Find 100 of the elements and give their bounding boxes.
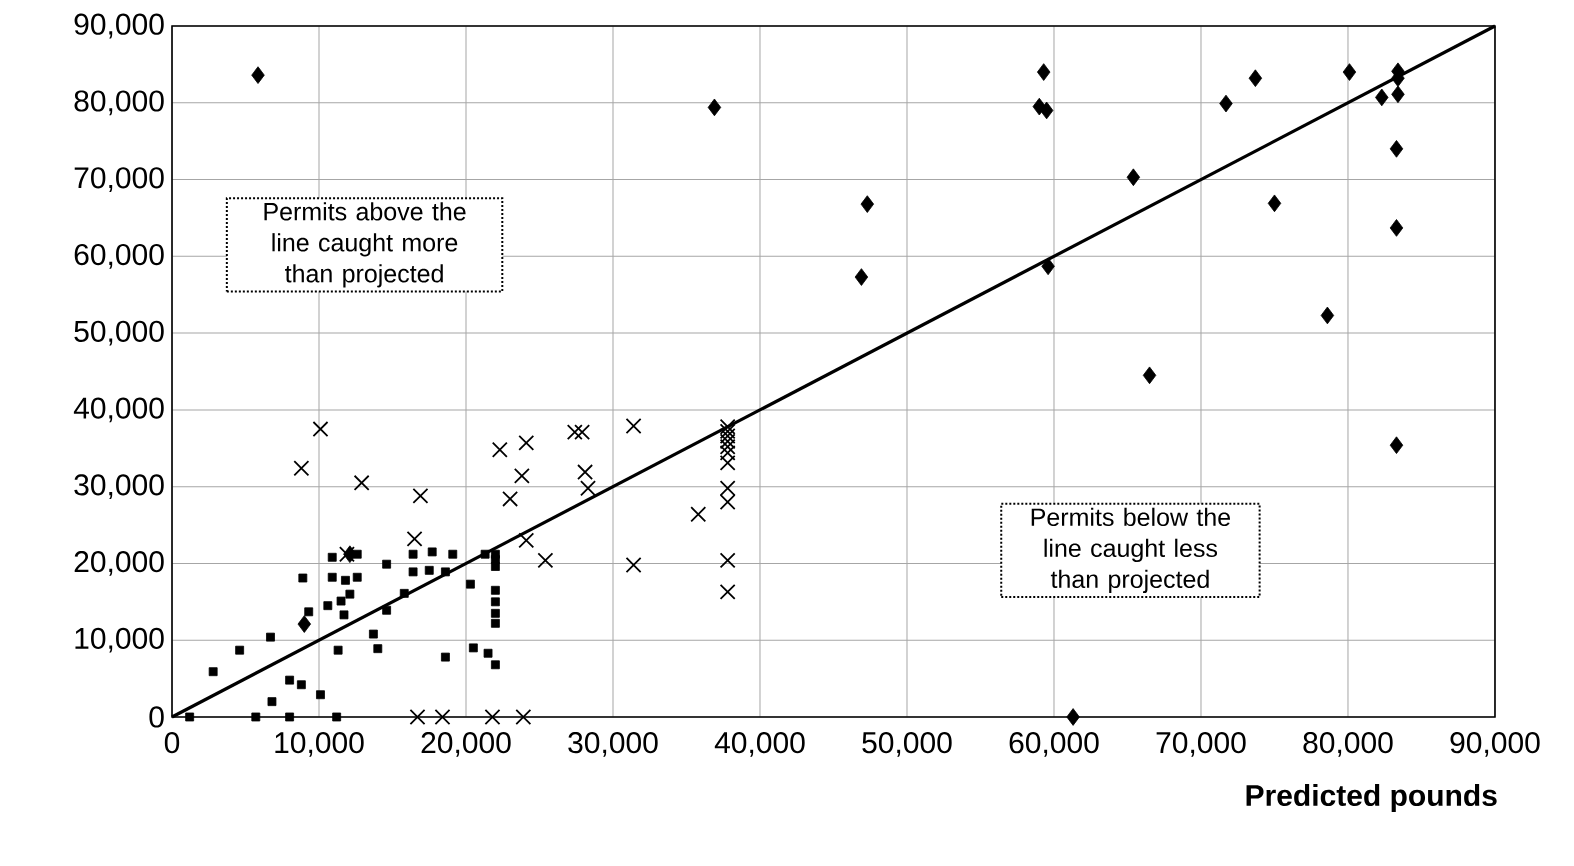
point xyxy=(424,565,434,575)
point xyxy=(719,433,736,450)
point xyxy=(427,547,437,557)
point xyxy=(316,690,325,700)
point xyxy=(382,605,392,615)
point xyxy=(434,709,451,725)
point xyxy=(483,648,493,658)
point xyxy=(1126,168,1141,187)
point xyxy=(293,460,310,477)
point xyxy=(1391,85,1405,104)
point xyxy=(491,660,500,670)
point xyxy=(719,494,736,510)
point xyxy=(408,549,418,559)
point xyxy=(399,588,409,598)
point xyxy=(537,552,554,569)
point xyxy=(406,530,423,547)
x-tick-label: 20,000 xyxy=(421,732,511,757)
point xyxy=(338,546,355,563)
point xyxy=(297,615,311,633)
point xyxy=(408,567,418,577)
point xyxy=(491,562,500,571)
point xyxy=(574,424,591,441)
point xyxy=(208,667,218,677)
point xyxy=(625,557,642,573)
point xyxy=(441,652,450,662)
point xyxy=(298,573,308,583)
x-tick-label: 50,000 xyxy=(862,732,952,757)
y-tick-label: 40,000 xyxy=(73,397,164,423)
point xyxy=(251,712,261,722)
y-tick-label: 20,000 xyxy=(74,551,164,576)
point xyxy=(719,438,736,455)
point xyxy=(625,418,642,434)
point xyxy=(304,607,314,617)
point xyxy=(368,629,378,639)
point xyxy=(719,583,736,600)
point xyxy=(339,610,349,620)
point xyxy=(1375,88,1389,107)
point xyxy=(327,572,337,582)
point xyxy=(502,490,519,507)
point xyxy=(336,596,346,606)
point xyxy=(1248,69,1263,88)
point xyxy=(312,421,329,438)
point xyxy=(491,585,500,595)
x-tick-label: 90,000 xyxy=(1450,732,1540,757)
point xyxy=(466,579,475,589)
point xyxy=(266,632,275,642)
point xyxy=(1267,194,1282,213)
point xyxy=(323,601,333,611)
point xyxy=(854,268,869,286)
point xyxy=(860,195,875,213)
point xyxy=(480,549,490,559)
point xyxy=(1066,708,1080,726)
point xyxy=(484,709,501,725)
point xyxy=(580,480,596,497)
point xyxy=(707,98,722,117)
point xyxy=(719,480,736,497)
point xyxy=(518,532,535,549)
annotation: Permits above the line caught more than projected xyxy=(264,202,466,288)
point xyxy=(1142,366,1157,385)
point xyxy=(332,712,342,722)
x-tick-label: 10,000 xyxy=(275,732,364,757)
point xyxy=(515,709,532,725)
point xyxy=(235,645,245,655)
x-tick-label: 30,000 xyxy=(568,732,658,757)
y-tick-label: 50,000 xyxy=(74,320,164,346)
point xyxy=(296,680,306,690)
point xyxy=(491,608,500,618)
point xyxy=(341,575,350,585)
point xyxy=(267,697,277,707)
y-tick-label: 80,000 xyxy=(74,90,164,116)
point xyxy=(566,424,583,441)
point xyxy=(577,464,594,481)
point xyxy=(719,444,736,461)
point xyxy=(719,423,736,440)
point xyxy=(185,712,195,722)
point xyxy=(352,572,362,582)
point xyxy=(1219,94,1233,113)
point xyxy=(719,418,736,435)
point xyxy=(1389,219,1404,237)
point xyxy=(1039,101,1054,120)
point xyxy=(468,643,478,653)
point xyxy=(409,709,426,725)
point xyxy=(1389,140,1404,158)
y-tick-label: 30,000 xyxy=(74,474,164,500)
y-tick-label: 70,000 xyxy=(74,167,164,192)
point xyxy=(719,552,736,569)
annotation: Permits below the line caught less than projected xyxy=(1031,507,1231,594)
y-tick-label: 0 xyxy=(149,706,164,728)
x-tick-label: 60,000 xyxy=(1009,732,1099,757)
point xyxy=(327,552,337,562)
point xyxy=(1389,436,1404,454)
x-tick-label: 70,000 xyxy=(1156,732,1246,757)
point xyxy=(285,712,294,722)
point xyxy=(690,506,707,523)
point xyxy=(251,66,265,84)
point xyxy=(1342,63,1357,81)
point xyxy=(285,675,294,685)
point xyxy=(491,441,508,458)
point xyxy=(382,559,392,569)
point xyxy=(373,644,383,654)
